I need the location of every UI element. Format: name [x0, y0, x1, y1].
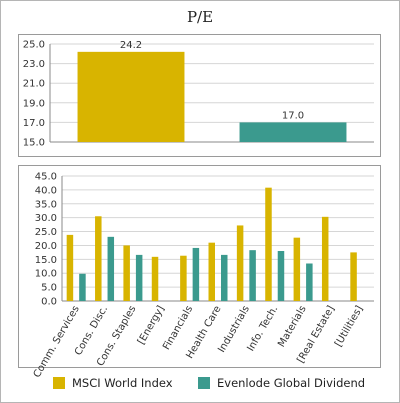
- summary-y-tick-label: 25.0: [23, 40, 45, 51]
- summary-y-tick-label: 15.0: [23, 138, 45, 149]
- sector-y-tick-label: 15.0: [35, 255, 57, 266]
- sector-bars: [66, 187, 357, 301]
- summary-data-label: 24.2: [120, 40, 142, 51]
- sector-bar-evenlode: [249, 250, 256, 301]
- sector-bar-msci: [95, 216, 102, 301]
- summary-y-axis: 15.0 17.0 19.0 21.0 23.0 25.0: [23, 40, 45, 149]
- legend-label-msci: MSCI World Index: [72, 376, 173, 390]
- summary-y-tick-label: 19.0: [23, 98, 45, 109]
- sector-chart-frame: [18, 165, 381, 368]
- sector-bar-msci: [350, 252, 357, 301]
- sector-y-tick-label: 20.0: [35, 241, 57, 252]
- sector-bar-msci: [180, 255, 187, 301]
- sector-y-tick-label: 0.0: [41, 297, 57, 308]
- sector-y-tick-label: 5.0: [41, 283, 57, 294]
- sector-bar-evenlode: [135, 254, 143, 301]
- summary-bar: [239, 122, 347, 142]
- sector-bar-evenlode: [221, 254, 228, 301]
- summary-bar: [77, 51, 185, 143]
- sector-y-tick-label: 45.0: [35, 172, 57, 183]
- sector-bar-msci: [265, 187, 272, 301]
- legend: MSCI World Index Evenlode Global Dividen…: [53, 376, 365, 390]
- sector-bar-evenlode: [79, 273, 86, 301]
- legend-swatch-msci: [53, 377, 65, 389]
- summary-data-labels: 24.2 17.0: [120, 40, 304, 122]
- sector-bar-evenlode: [192, 247, 200, 301]
- chart-title: P/E: [187, 8, 213, 26]
- legend-swatch-evenlode: [198, 377, 210, 389]
- sector-bar-evenlode: [277, 251, 285, 301]
- pe-summary-chart: 15.0 17.0 19.0 21.0 23.0 25.0 24.2 17.0: [18, 34, 381, 157]
- summary-bars: [77, 51, 347, 143]
- summary-y-tick-label: 21.0: [23, 79, 45, 90]
- sector-y-tick-label: 30.0: [35, 213, 57, 224]
- sector-bar-msci: [236, 225, 244, 301]
- sector-bar-msci: [293, 237, 301, 301]
- summary-data-label: 17.0: [282, 110, 304, 121]
- sector-bar-evenlode: [306, 263, 313, 301]
- sector-bar-msci: [151, 256, 159, 301]
- legend-label-evenlode: Evenlode Global Dividend: [217, 376, 365, 390]
- sector-y-tick-label: 25.0: [35, 227, 57, 238]
- sector-bar-msci: [321, 216, 329, 301]
- sector-y-axis: 0.0 5.0 10.0 15.0 20.0 25.0 30.0 35.0 40.0 45.0: [35, 172, 57, 308]
- summary-y-tick-label: 23.0: [23, 59, 45, 70]
- sector-bar-msci: [208, 242, 215, 301]
- sector-bar-msci: [123, 245, 130, 301]
- summary-y-tick-label: 17.0: [23, 118, 45, 129]
- sector-y-tick-label: 10.0: [35, 269, 57, 280]
- sector-pe-chart: 0.05.010.015.020.025.030.035.040.045.0 C…: [18, 165, 381, 380]
- sector-y-tick-label: 35.0: [35, 199, 57, 210]
- sector-bar-evenlode: [107, 236, 115, 301]
- sector-bar-msci: [66, 234, 74, 301]
- sector-y-tick-label: 40.0: [35, 185, 57, 196]
